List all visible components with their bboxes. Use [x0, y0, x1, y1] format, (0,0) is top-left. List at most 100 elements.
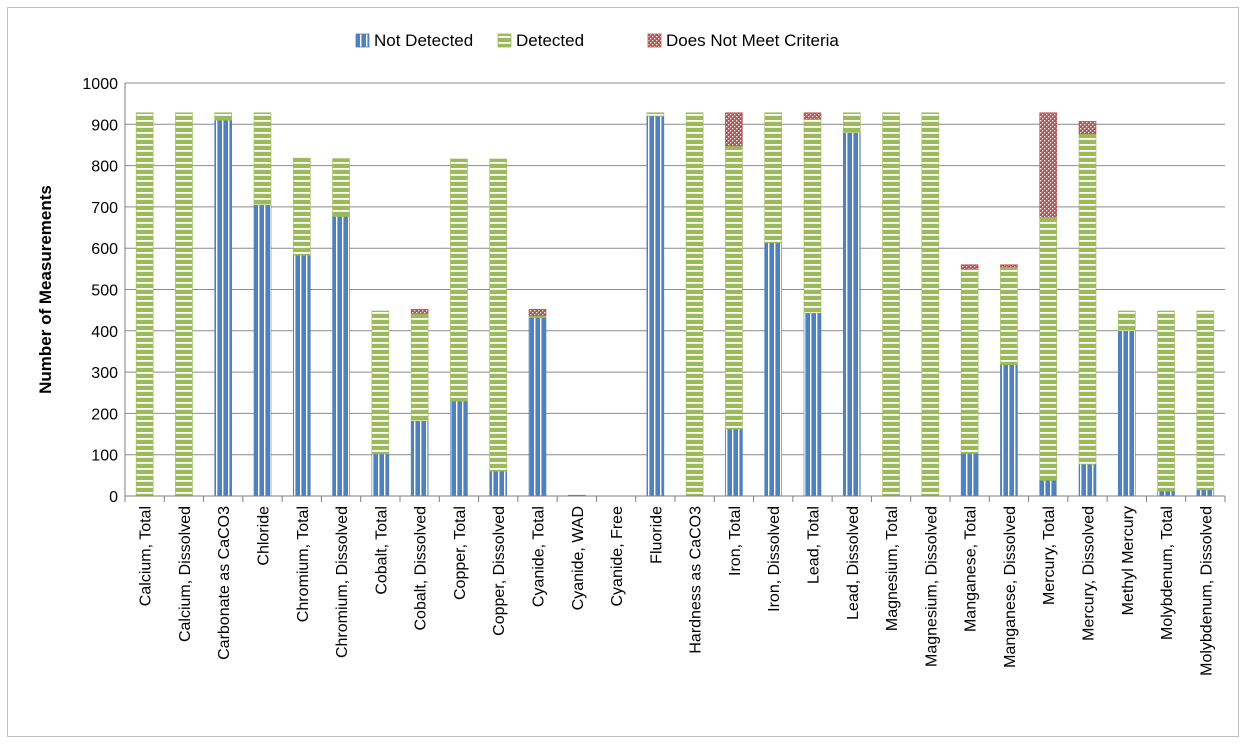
x-tick-labels: Calcium, Total Calcium, Dissolved Carbonat… — [138, 506, 1216, 676]
bar-segment-not-detected — [332, 216, 350, 497]
x-tick-label: Lead, Total — [806, 506, 823, 584]
bar-segment-detected — [214, 112, 233, 121]
x-tick-label: Methyl Mercury — [1120, 506, 1137, 615]
x-tick-label: Calcium, Total — [138, 506, 155, 606]
x-tick-label: Chloride — [256, 506, 273, 566]
bar-segment-not-detected — [214, 119, 233, 497]
bar-segment-not-detected — [1000, 364, 1018, 497]
bar-segment-detected — [528, 315, 547, 318]
bar-segment-detected — [292, 157, 311, 256]
bar-segment-not-detected — [253, 204, 272, 497]
bar-segment-not-detected — [528, 317, 547, 497]
x-tick-label: Mercury, Total — [1041, 506, 1058, 605]
bar-segment-detected — [450, 158, 468, 402]
bar-segment-detected — [960, 268, 979, 454]
bar-segment-detected — [921, 112, 940, 497]
y-tick-label: 100 — [91, 448, 118, 465]
x-tick-label: Molybdenum, Total — [1159, 506, 1176, 640]
legend-label: Does Not Meet Criteria — [666, 31, 839, 50]
y-tick-label: 600 — [91, 241, 118, 258]
x-tick-label: Cobalt, Dissolved — [413, 506, 430, 631]
bar-segment-does-not-meet-criteria — [725, 112, 743, 147]
x-tick-label: Copper, Total — [452, 506, 469, 600]
y-tick-label: 800 — [91, 159, 118, 176]
bar-segment-detected — [410, 313, 429, 422]
bar-segment-detected — [135, 112, 154, 497]
x-tick-label: Cyanide, Free — [609, 506, 626, 607]
bar-segment-not-detected — [1078, 463, 1097, 497]
x-tick-label: Magnesium, Dissolved — [923, 506, 940, 667]
y-tick-label: 200 — [91, 406, 118, 423]
y-tick-label: 400 — [91, 324, 118, 341]
x-tick-label: Lead, Dissolved — [845, 506, 862, 620]
bar-segment-not-detected — [764, 242, 783, 497]
bar-segment-not-detected — [292, 254, 311, 497]
bar-segment-detected — [725, 145, 743, 430]
bar-segment-not-detected — [1039, 480, 1058, 497]
legend-label: Detected — [516, 31, 584, 50]
bar-segment-not-detected — [371, 453, 390, 497]
bar-segment-detected — [842, 112, 861, 133]
legend-swatch — [355, 33, 370, 48]
bar-segment-detected — [1117, 310, 1136, 332]
y-tick-label: 900 — [91, 117, 118, 134]
x-tick-label: Copper, Dissolved — [491, 506, 508, 636]
bar-segment-not-detected — [1157, 490, 1175, 497]
bar-segment-not-detected — [646, 115, 665, 497]
legend-swatch — [647, 33, 662, 48]
bar-segment-not-detected — [960, 453, 979, 497]
y-tick-labels: 0 100 200 300 400 500 600 700 800 900 1000 — [82, 76, 118, 506]
bar-segment-detected — [685, 112, 704, 497]
bar-segment-does-not-meet-criteria — [1000, 264, 1018, 268]
legend-label: Not Detected — [374, 31, 473, 50]
bar-segment-not-detected — [489, 470, 508, 497]
y-tick-label: 500 — [91, 283, 118, 300]
bar-segment-detected — [1157, 310, 1175, 492]
bar-segment-not-detected — [450, 400, 468, 497]
bar-segment-does-not-meet-criteria — [1039, 112, 1058, 218]
bar-segment-not-detected — [1196, 489, 1215, 497]
x-tick-label: Fluoride — [648, 506, 665, 564]
x-tick-label: Cyanide, WAD — [570, 506, 587, 610]
bar-segment-detected — [253, 112, 272, 206]
bar-segment-detected — [764, 112, 783, 244]
bar-segment-not-detected — [725, 428, 743, 497]
bar-segment-detected — [1039, 216, 1058, 481]
bar-segment-does-not-meet-criteria — [528, 309, 547, 316]
bar-segment-not-detected — [1117, 330, 1136, 497]
bar-segment-detected — [489, 158, 508, 472]
gridlines — [125, 82, 1225, 497]
bar-segment-detected — [646, 112, 665, 117]
x-tick-label: Manganese, Dissolved — [1002, 506, 1019, 668]
x-tick-label: Hardness as CaCO3 — [688, 506, 705, 654]
x-tick-label: Chromium, Total — [295, 506, 312, 622]
x-tick-label: Cobalt, Total — [373, 506, 390, 595]
bar-segment-detected — [332, 158, 350, 217]
bar-segment-detected — [1000, 266, 1018, 365]
axes — [124, 83, 1226, 502]
x-tick-label: Carbonate as CaCO3 — [216, 506, 233, 660]
legend-swatch — [497, 33, 512, 48]
bar-segment-not-detected — [842, 132, 861, 497]
bars — [135, 112, 1215, 497]
x-tick-label: Chromium, Dissolved — [334, 506, 351, 658]
bar-segment-detected — [175, 112, 193, 497]
x-tick-label: Molybdenum, Dissolved — [1198, 506, 1215, 676]
bar-segment-not-detected — [410, 420, 429, 497]
bar-segment-detected — [882, 112, 900, 497]
y-tick-label: 300 — [91, 365, 118, 382]
bar-segment-does-not-meet-criteria — [410, 309, 429, 314]
x-tick-label: Calcium, Dissolved — [177, 506, 194, 642]
bar-segment-not-detected — [803, 312, 822, 497]
x-tick-label: Magnesium, Total — [884, 506, 901, 631]
x-tick-label: Manganese, Total — [963, 506, 980, 632]
x-tick-label: Iron, Dissolved — [766, 506, 783, 612]
y-tick-label: 0 — [109, 489, 118, 506]
bar-segment-does-not-meet-criteria — [803, 112, 822, 120]
bar-segment-detected — [1078, 133, 1097, 465]
bar-segment-detected — [1196, 310, 1215, 491]
bar-segment-does-not-meet-criteria — [1078, 121, 1097, 135]
y-axis-label: Number of Measurements — [36, 185, 55, 394]
x-tick-label: Cyanide, Total — [531, 506, 548, 607]
